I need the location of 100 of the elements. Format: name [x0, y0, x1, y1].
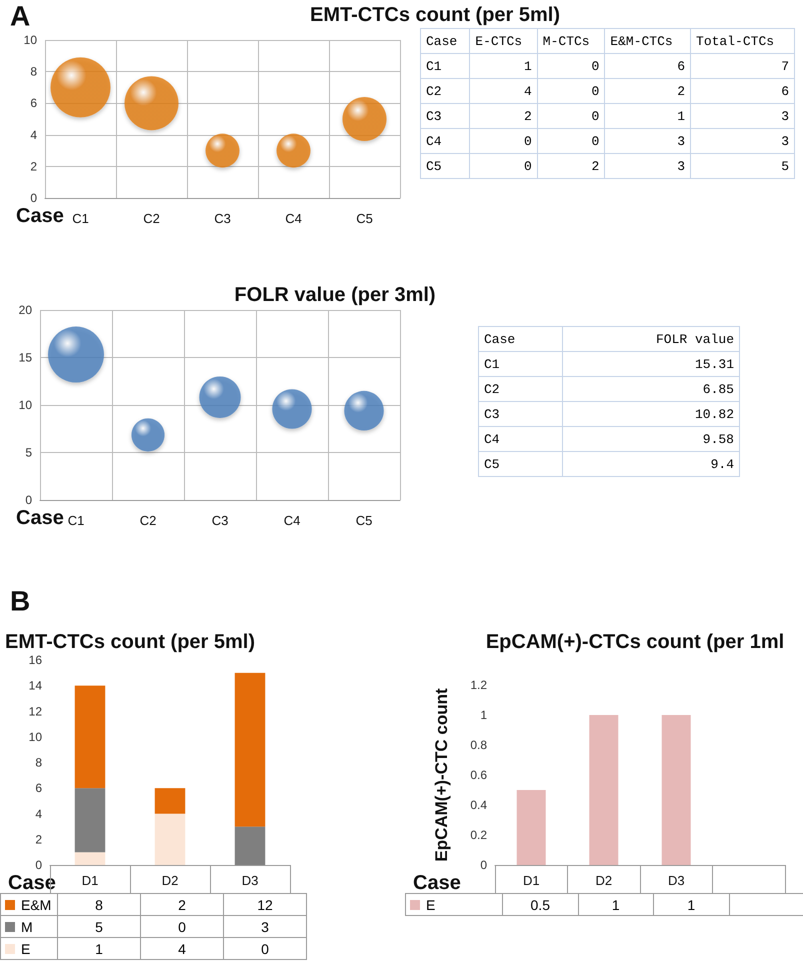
- y-tick-label: 2: [30, 159, 38, 174]
- x-tick-label: D2: [162, 873, 178, 888]
- chart-title: FOLR value (per 3ml): [234, 284, 436, 306]
- data-label: 3: [604, 128, 691, 154]
- data-label: 2: [604, 78, 691, 104]
- data-label: 0.5: [502, 894, 578, 916]
- data-label: 7: [690, 54, 794, 78]
- category-label: C2: [478, 376, 562, 402]
- y-tick-label: 10: [24, 33, 38, 47]
- legend-label: E-CTCs: [470, 28, 538, 54]
- y-tick-label: 0.4: [470, 798, 488, 812]
- bar: [234, 826, 266, 865]
- text: Total-CTCs: [690, 28, 794, 54]
- x-axis-title: Case: [16, 205, 64, 227]
- data-label: 1: [604, 104, 691, 128]
- y-tick-label: 0.2: [470, 828, 488, 842]
- data-label: 0: [537, 54, 605, 78]
- x-tick-label: C5: [356, 513, 372, 528]
- data-label: 6: [604, 54, 691, 78]
- y-tick-label: 2: [35, 832, 42, 846]
- data-label: 1: [654, 894, 729, 916]
- y-tick-label: 6: [35, 781, 42, 796]
- legend-label: E: [406, 894, 502, 916]
- category-label: C4: [478, 426, 562, 452]
- category-label: C1: [478, 352, 562, 376]
- legend-label: E: [0, 938, 58, 960]
- data-label: 0: [537, 78, 605, 104]
- y-tick-label: 4: [35, 806, 42, 821]
- data-label: 4: [140, 938, 224, 960]
- y-tick-label: 12: [28, 704, 42, 718]
- x-tick-label: D1: [82, 873, 98, 888]
- chart-title: EMT-CTCs count (per 5ml): [4, 631, 256, 653]
- y-tick-label: 0: [35, 858, 42, 872]
- bar: [74, 788, 106, 852]
- data-label: 12: [224, 894, 306, 916]
- x-tick-label: C1: [72, 211, 89, 226]
- bar: [74, 686, 106, 788]
- x-axis-title: Case: [16, 507, 64, 529]
- x-tick-label: C4: [284, 513, 300, 528]
- data-label: 6.85: [562, 376, 740, 402]
- bar: [234, 672, 266, 827]
- legend-label: E&M: [0, 894, 58, 916]
- data-label: 5: [58, 916, 140, 938]
- legend-label: M: [0, 916, 58, 938]
- data-label: 6: [690, 78, 794, 104]
- x-tick-label: D3: [242, 873, 258, 888]
- x-tick-label: C1: [68, 513, 84, 528]
- bar: [74, 852, 106, 865]
- x-tick-label: D3: [668, 873, 685, 888]
- text: M-CTCs: [537, 28, 605, 54]
- text: A: [10, 0, 30, 32]
- y-tick-label: 0: [25, 493, 32, 507]
- y-tick-label: 14: [28, 678, 42, 693]
- data-label: 10.82: [562, 402, 740, 426]
- y-axis-title: EpCAM(+)-CTC count: [432, 688, 451, 862]
- x-tick-label: C2: [143, 211, 160, 226]
- data-label: 5: [690, 154, 794, 178]
- x-axis-title: Case: [8, 872, 56, 894]
- y-tick-label: 1: [480, 708, 488, 722]
- y-tick-label: 0.8: [470, 738, 488, 752]
- data-label: 0: [140, 916, 224, 938]
- data-label: 1: [578, 894, 654, 916]
- data-label: 9.4: [562, 452, 740, 476]
- x-tick-label: C5: [356, 211, 373, 226]
- category-label: C5: [478, 452, 562, 476]
- data-label: 15.31: [562, 352, 740, 376]
- y-tick-label: 0: [480, 858, 488, 872]
- category-label: C4: [420, 128, 470, 154]
- data-label: 2: [140, 894, 224, 916]
- category-label: C1: [420, 54, 470, 78]
- y-tick-label: 1.2: [470, 678, 488, 692]
- text: B: [10, 586, 30, 616]
- bar: [154, 814, 186, 865]
- x-tick-label: D1: [522, 873, 540, 888]
- data-label: 1: [58, 938, 140, 960]
- chart-title: EpCAM(+)-CTCs count (per 1ml: [486, 631, 784, 653]
- category-label: C2: [420, 78, 470, 104]
- category-label: C3: [420, 104, 470, 128]
- category-label: C3: [478, 402, 562, 426]
- x-tick-label: C3: [214, 211, 231, 226]
- data-label: 3: [224, 916, 306, 938]
- text: Case: [420, 28, 470, 54]
- bar: [154, 788, 186, 814]
- data-label: 0: [537, 128, 605, 154]
- chart-title: EMT-CTCs count (per 5ml): [310, 4, 560, 26]
- data-label: 3: [690, 128, 794, 154]
- y-tick-label: 8: [35, 756, 42, 770]
- data-label: 3: [690, 104, 794, 128]
- text: E&M-CTCs: [604, 28, 691, 54]
- data-label: 2: [537, 154, 605, 178]
- text: FOLR value: [562, 326, 740, 352]
- x-tick-label: C3: [212, 513, 228, 528]
- y-tick-label: 8: [30, 64, 38, 79]
- y-tick-label: 20: [18, 303, 32, 317]
- y-tick-label: 15: [18, 350, 32, 364]
- data-label: 9.58: [562, 426, 740, 452]
- x-tick-label: D2: [595, 873, 612, 888]
- data-label: 3: [604, 154, 691, 178]
- data-label: 0: [537, 104, 605, 128]
- category-label: C5: [420, 154, 470, 178]
